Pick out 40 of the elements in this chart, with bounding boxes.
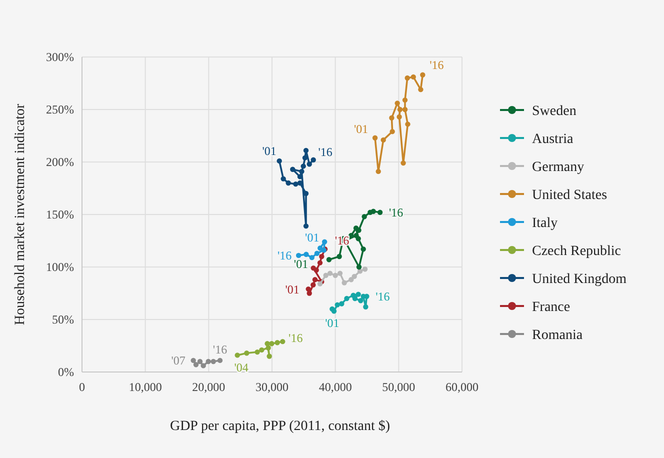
legend-label: United States — [532, 188, 608, 203]
x-tick-label: 60,000 — [446, 380, 478, 394]
x-tick-label: 0 — [79, 380, 85, 394]
legend-label: France — [532, 300, 570, 315]
legend-label: United Kingdom — [532, 272, 627, 287]
annotation: '01 — [285, 282, 300, 296]
legend-label: Sweden — [532, 104, 576, 119]
x-tick-label: 10,000 — [128, 380, 162, 394]
annotation: '16 — [318, 145, 332, 160]
y-axis-title: Household market investment indicator — [13, 104, 28, 326]
x-tick-label: 30,000 — [256, 380, 288, 394]
y-tick-label: 300% — [46, 50, 74, 64]
annotation: '16 — [388, 206, 404, 220]
annotation: '07 — [171, 354, 186, 368]
y-tick-label: 50% — [52, 312, 74, 327]
legend-label: Czech Republic — [532, 244, 622, 259]
annotation: '01 — [305, 230, 320, 244]
annotation: '16 — [278, 248, 292, 263]
y-tick-label: 0% — [58, 365, 74, 380]
y-tick-label: 200% — [46, 155, 74, 170]
y-tick-label: 100% — [46, 260, 74, 274]
legend-label: Romania — [532, 328, 584, 343]
annotation: '16 — [430, 58, 444, 72]
annotation: '01 — [325, 316, 340, 330]
y-tick-label: 150% — [46, 208, 74, 222]
x-tick-label: 40,000 — [318, 380, 352, 394]
legend-label: Germany — [532, 160, 584, 175]
annotation: '01 — [294, 256, 308, 271]
annotation: '16 — [288, 330, 303, 345]
annotation: '01 — [262, 144, 276, 158]
x-axis-title: GDP per capita, PPP (2011, constant $) — [170, 419, 390, 434]
annotation: '01 — [354, 122, 368, 136]
y-tick-label: 250% — [46, 102, 74, 117]
legend-label: Austria — [532, 132, 574, 147]
x-tick-label: 20,000 — [192, 380, 226, 394]
annotation: '16 — [212, 342, 228, 357]
annotation: '16 — [376, 290, 390, 304]
legend-label: Italy — [532, 216, 558, 231]
x-tick-label: 50,000 — [382, 380, 416, 394]
annotation: '04 — [234, 360, 248, 374]
